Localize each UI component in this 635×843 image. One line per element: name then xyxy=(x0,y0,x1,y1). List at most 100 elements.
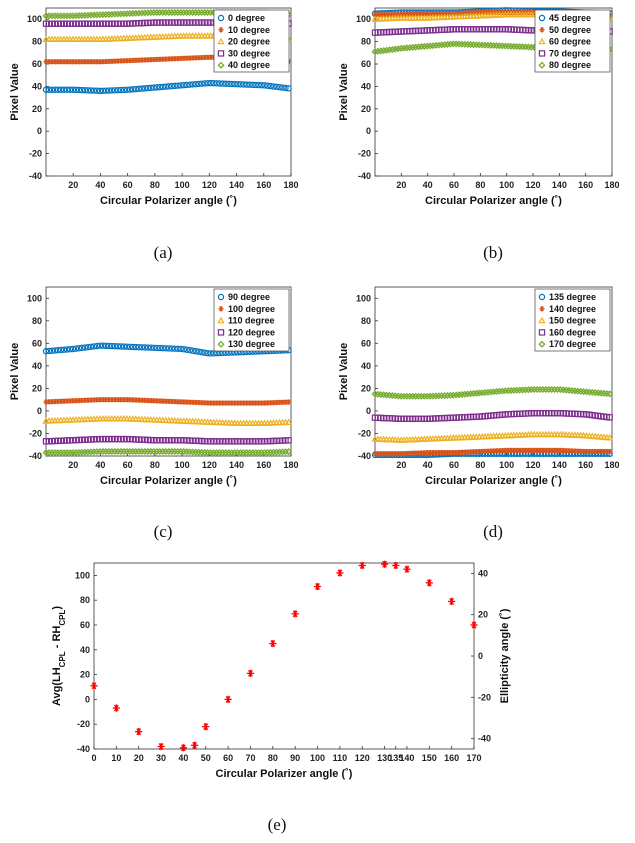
data-point xyxy=(198,80,205,87)
x-tick-label: 60 xyxy=(223,753,233,763)
data-point xyxy=(70,59,76,65)
data-point xyxy=(538,14,546,22)
data-point xyxy=(313,582,322,591)
panel-e: -40 -20 0 20 40 60 80 100 0 10 20 30 40 50 60 70 80 90 100… xyxy=(51,560,511,834)
y-axis-label: Pixel Value xyxy=(9,63,21,120)
data-point xyxy=(403,565,411,573)
data-point xyxy=(136,397,142,403)
data-point xyxy=(285,85,292,92)
data-point xyxy=(607,448,613,455)
data-point xyxy=(129,343,137,351)
data-point xyxy=(264,82,271,89)
data-point xyxy=(133,57,139,63)
x-tick-label: 60 xyxy=(123,180,133,190)
x-tick-label: 100 xyxy=(310,753,325,763)
y-tick-label: 20 xyxy=(361,104,371,114)
data-point xyxy=(171,82,178,90)
caption: (b) xyxy=(483,243,503,262)
x-axis-label: Circular Polarizer angle (˚) xyxy=(100,195,237,207)
y-tick-label: 0 xyxy=(366,126,371,136)
data-point xyxy=(217,316,225,324)
data-point xyxy=(186,81,193,88)
data-point xyxy=(109,397,115,403)
data-point xyxy=(109,58,115,64)
y-tick-label: -40 xyxy=(358,171,371,181)
series-130-degree xyxy=(42,447,293,457)
data-point xyxy=(388,45,396,53)
data-point xyxy=(193,399,199,406)
data-point xyxy=(229,400,235,406)
data-point xyxy=(395,451,401,457)
series-0-degree xyxy=(42,79,292,95)
data-point xyxy=(261,82,268,89)
data-point xyxy=(69,345,77,353)
data-point xyxy=(108,87,116,94)
x-tick-label: 80 xyxy=(268,753,278,763)
legend-item-label: 100 degree xyxy=(228,304,275,314)
x-tick-label: 140 xyxy=(552,460,567,470)
data-point xyxy=(159,344,166,352)
x-tick-label: 100 xyxy=(175,180,190,190)
data-point xyxy=(214,400,220,406)
x-tick-label: 20 xyxy=(134,753,144,763)
data-point xyxy=(604,448,610,455)
data-point xyxy=(171,345,178,352)
data-point xyxy=(93,342,101,350)
data-point xyxy=(439,450,445,456)
x-tick-label: 40 xyxy=(95,460,105,470)
data-point xyxy=(219,80,226,87)
data-point xyxy=(217,329,225,336)
data-point xyxy=(102,87,110,94)
data-point xyxy=(45,86,53,93)
data-point xyxy=(183,81,190,89)
series-100-degree xyxy=(43,397,292,406)
x-tick-label: 130 xyxy=(377,753,392,763)
y-tick-label: 100 xyxy=(75,570,90,580)
data-point xyxy=(394,45,402,53)
legend-item-label: 80 degree xyxy=(549,60,591,70)
data-point xyxy=(217,37,225,45)
data-point xyxy=(123,86,131,93)
data-point xyxy=(491,448,497,454)
x-tick-label: 100 xyxy=(499,180,514,190)
y-tick-label: 60 xyxy=(32,338,42,348)
y-axis-label: Avg(LHCPL - RHCPL) xyxy=(51,606,67,706)
x-tick-label: 40 xyxy=(95,180,105,190)
data-point xyxy=(187,399,193,405)
data-point xyxy=(217,293,225,301)
data-point xyxy=(180,346,187,353)
data-point xyxy=(261,400,268,406)
legend-box xyxy=(534,288,611,352)
data-point xyxy=(231,80,238,88)
y2-tick-label: 40 xyxy=(478,568,488,578)
data-point xyxy=(371,48,379,56)
data-point xyxy=(67,59,73,65)
x-tick-label: 70 xyxy=(245,753,255,763)
plot-area xyxy=(93,562,475,750)
data-point xyxy=(90,682,98,690)
data-point xyxy=(380,47,388,55)
data-point xyxy=(168,345,175,352)
data-point xyxy=(186,347,193,354)
data-point xyxy=(138,85,146,92)
legend-item-label: 110 degree xyxy=(228,316,275,326)
data-point xyxy=(583,448,590,455)
data-point xyxy=(166,398,172,404)
data-point xyxy=(246,81,253,88)
data-point xyxy=(177,82,184,89)
data-point xyxy=(120,343,128,350)
data-point xyxy=(81,87,89,94)
x-tick-label: 120 xyxy=(202,460,217,470)
legend-item-label: 130 degree xyxy=(228,339,275,349)
x-tick-label: 40 xyxy=(178,753,188,763)
data-point xyxy=(157,742,165,751)
data-point xyxy=(90,87,98,94)
data-point xyxy=(201,349,208,356)
data-point xyxy=(249,81,256,89)
data-point xyxy=(156,344,163,352)
x-tick-label: 160 xyxy=(256,460,271,470)
data-point xyxy=(168,82,175,90)
data-point xyxy=(153,344,160,352)
data-point xyxy=(198,349,205,356)
